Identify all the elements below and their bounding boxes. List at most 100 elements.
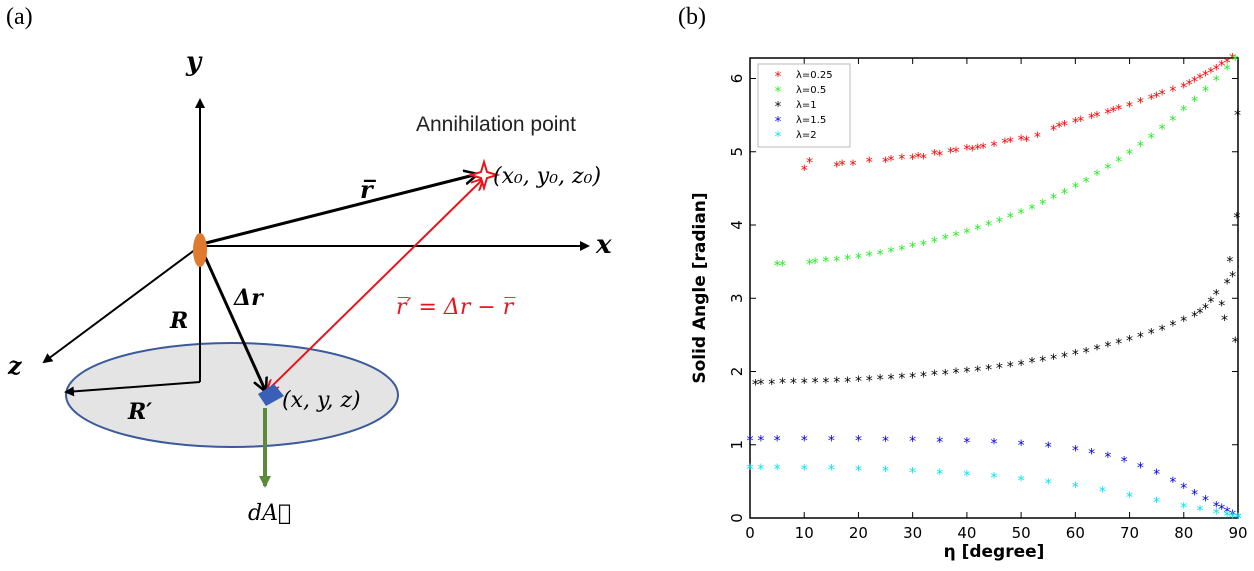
data-point: * [985,219,992,235]
data-point: * [1094,168,1101,184]
data-point: * [812,256,819,272]
y-tick-label: 5 [728,147,746,157]
data-point: * [1018,206,1025,222]
data-point: * [1039,354,1046,370]
x-tick-label: 70 [1120,524,1139,542]
y-tick-label: 6 [728,74,746,84]
z-axis-line [42,245,201,364]
data-point: * [1169,113,1176,129]
data-point: * [1077,114,1084,130]
x-tick-label: 80 [1174,524,1193,542]
data-point: * [1180,104,1187,120]
data-point: * [887,154,894,170]
data-point: * [931,368,938,384]
data-point: * [1018,358,1025,374]
data-point: * [850,158,857,174]
data-point: * [866,373,873,389]
data-point: * [1159,323,1166,339]
x-axis-label: x [595,230,612,260]
y-tick-label: 4 [728,220,746,230]
data-point: * [1001,136,1008,152]
data-point: * [779,376,786,392]
data-point: * [898,371,905,387]
data-point: * [752,378,759,394]
data-point: * [991,139,998,155]
element-coords-label: (x, y, z) [282,388,361,413]
data-point: * [833,254,840,270]
data-point: * [1235,511,1242,527]
data-point: * [1229,52,1236,68]
panel-a-label: (a) [6,4,33,30]
data-point: * [1218,299,1225,315]
data-point: * [980,141,987,157]
data-point: * [1169,84,1176,100]
data-point: * [1072,444,1079,460]
data-point: * [855,374,862,390]
data-point: * [806,257,813,273]
legend-marker: * [775,130,782,145]
data-point: * [963,469,970,485]
panel-b-label: (b) [678,4,706,30]
x-axis-title: η [degree] [944,542,1045,562]
data-point: * [1104,340,1111,356]
data-point: * [898,152,905,168]
data-point: * [844,252,851,268]
data-point: * [882,464,889,480]
data-point: * [1197,72,1204,88]
data-point: * [1023,134,1030,150]
data-point: * [1186,77,1193,93]
data-point: * [1072,348,1079,364]
data-point: * [1018,474,1025,490]
annihilation-point-label: Annihilation point [416,113,576,136]
data-point: * [1083,345,1090,361]
x-tick-label: 30 [903,524,922,542]
legend-marker: * [775,100,782,115]
data-point: * [1197,504,1204,520]
data-point: * [828,433,835,449]
data-point: * [1202,302,1209,318]
data-point: * [1137,330,1144,346]
data-point: * [887,245,894,261]
data-point: * [1045,477,1052,493]
data-point: * [1148,326,1155,342]
data-point: * [1072,181,1079,197]
axis-ticks: 0 10 20 30 40 50 60 70 80 90 0 1 2 3 4 5 6 [728,58,1248,542]
data-point: * [1110,104,1117,120]
data-point: * [1226,255,1233,271]
legend-marker: * [775,85,782,100]
data-point: * [801,163,808,179]
data-point: * [1207,295,1214,311]
data-point: * [1045,440,1052,456]
data-point: * [1169,318,1176,334]
data-point: * [1224,63,1231,79]
data-point: * [1148,131,1155,147]
r-prime-vector-arrow [268,180,482,390]
R-label: R [169,308,188,334]
data-point: * [1153,90,1160,106]
data-point: * [942,367,949,383]
data-point: * [747,433,754,449]
data-point: * [1061,187,1068,203]
data-point: * [909,466,916,482]
r-prime-equation-label: r̅′ = Δr − r̅ [396,295,516,320]
x-tick-label: 60 [1066,524,1085,542]
data-point: * [963,226,970,242]
data-point: * [1137,460,1144,476]
data-point: * [1104,162,1111,178]
data-point: * [1169,475,1176,491]
data-point: * [1115,337,1122,353]
data-point: * [779,258,786,274]
data-point: * [855,433,862,449]
data-point: * [1094,343,1101,359]
data-point: * [953,366,960,382]
data-point: * [1213,63,1220,79]
area-element [258,384,284,406]
data-point: * [1115,154,1122,170]
data-point: * [898,243,905,259]
y-tick-label: 1 [728,440,746,450]
data-point: * [1050,192,1057,208]
annihilation-star-icon [467,158,501,192]
legend: * λ=0.25 * λ=0.5 * λ=1 * λ=1.5 * λ=2 [757,63,851,148]
data-point: * [1235,511,1242,527]
data-point: * [1191,488,1198,504]
